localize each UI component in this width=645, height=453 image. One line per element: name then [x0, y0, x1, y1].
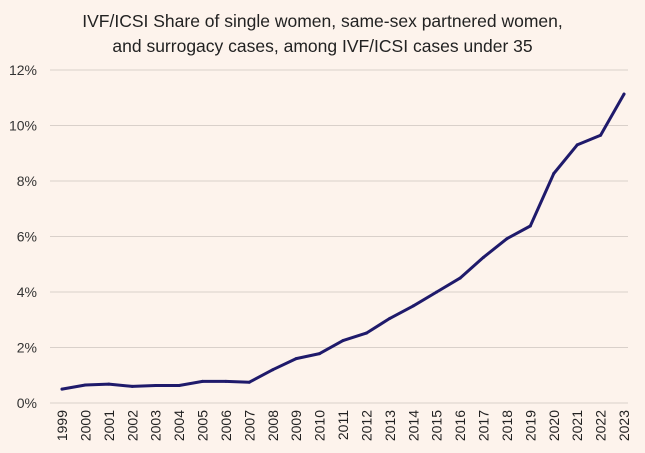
data-point-2008 [271, 368, 275, 372]
data-point-2003 [154, 384, 158, 388]
x-tick-label: 2007 [241, 410, 257, 441]
data-point-2004 [177, 384, 181, 388]
data-point-2022 [599, 133, 603, 137]
x-tick-label: 2019 [522, 410, 538, 441]
x-tick-label: 2014 [405, 410, 421, 441]
x-tick-label: 2018 [499, 410, 515, 441]
data-point-2010 [318, 352, 322, 356]
data-point-2006 [224, 379, 228, 383]
x-tick-label: 2005 [195, 410, 211, 441]
data-point-2000 [83, 383, 87, 387]
x-tick-label: 2011 [335, 410, 351, 440]
data-point-2009 [294, 357, 298, 361]
x-tick-label: 2009 [288, 410, 304, 441]
y-tick-label: 10% [9, 118, 37, 134]
data-point-2011 [341, 339, 345, 343]
x-tick-label: 2021 [569, 410, 585, 441]
data-point-2018 [505, 237, 509, 241]
x-tick-label: 2003 [148, 410, 164, 441]
x-tick-label: 2017 [476, 410, 492, 441]
data-point-2020 [552, 172, 556, 176]
x-tick-label: 2002 [124, 410, 140, 441]
x-tick-label: 1999 [54, 410, 70, 441]
x-tick-label: 2022 [593, 410, 609, 441]
x-tick-label: 2004 [171, 410, 187, 441]
x-tick-label: 2006 [218, 410, 234, 441]
x-tick-label: 2023 [616, 410, 632, 441]
data-point-2023 [622, 92, 626, 96]
x-tick-label: 2001 [101, 410, 117, 441]
x-tick-label: 2008 [265, 410, 281, 441]
data-point-2001 [107, 382, 111, 386]
y-tick-label: 2% [17, 340, 37, 356]
chart-title-line1: IVF/ICSI Share of single women, same-sex… [82, 11, 563, 31]
data-point-2014 [411, 304, 415, 308]
data-point-2016 [458, 276, 462, 280]
x-tick-label: 2010 [312, 410, 328, 441]
y-tick-label: 6% [17, 229, 37, 245]
data-point-2013 [388, 316, 392, 320]
x-tick-label: 2000 [77, 410, 93, 441]
data-point-2012 [364, 331, 368, 335]
x-tick-label: 2015 [429, 410, 445, 441]
x-tick-label: 2013 [382, 410, 398, 441]
y-tick-label: 12% [9, 62, 37, 78]
data-point-2002 [130, 384, 134, 388]
series-line-0 [60, 92, 626, 391]
y-tick-label: 0% [17, 395, 37, 411]
data-point-2021 [575, 143, 579, 147]
x-tick-label: 2016 [452, 410, 468, 441]
x-tick-label: 2020 [546, 410, 562, 441]
data-point-2005 [201, 379, 204, 383]
data-point-2007 [247, 380, 251, 384]
data-point-2019 [528, 224, 532, 228]
data-point-1999 [60, 387, 64, 391]
y-tick-label: 8% [17, 173, 37, 189]
data-point-2017 [482, 255, 485, 259]
chart-title-line2: and surrogacy cases, among IVF/ICSI case… [112, 36, 533, 56]
y-tick-label: 4% [17, 284, 37, 300]
data-point-2015 [435, 290, 439, 294]
x-tick-label: 2012 [358, 410, 374, 441]
